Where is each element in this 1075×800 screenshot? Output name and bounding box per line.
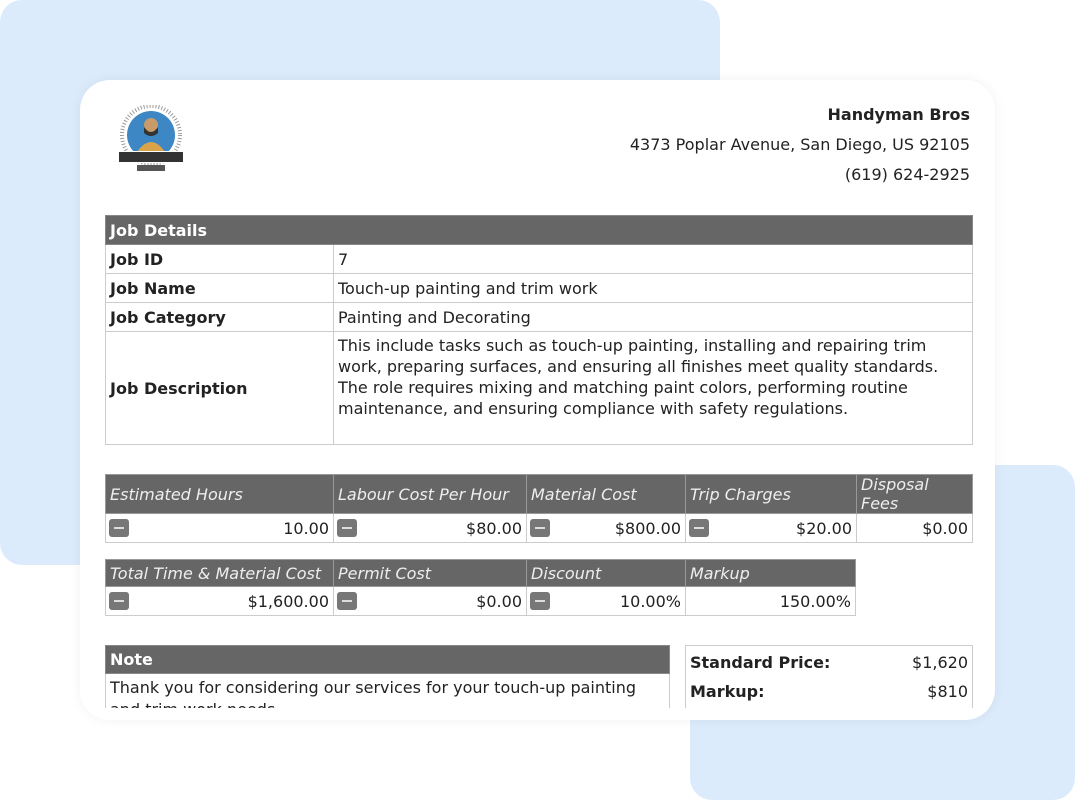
row-value: This include tasks such as touch-up pain… — [333, 331, 973, 445]
row-label: Job Name — [105, 273, 334, 303]
disposal-fees-value: $0.00 — [856, 513, 973, 543]
col-header: Disposal Fees — [856, 474, 973, 514]
col-header: Total Time & Material Cost — [105, 559, 334, 587]
job-details-table: Job Details Job ID 7 Job Name Touch-up pai… — [105, 215, 973, 445]
row-label: Job Category — [105, 302, 334, 332]
note-table: Note Thank you for considering our servi… — [105, 645, 670, 708]
table-row: Job ID 7 — [105, 244, 973, 274]
estimated-hours-field[interactable]: 10.00 — [105, 513, 334, 543]
table-row: Job Description This include tasks such a… — [105, 331, 973, 445]
cost-table-1: Estimated Hours Labour Cost Per Hour Mat… — [105, 474, 973, 543]
minus-icon[interactable] — [337, 519, 357, 537]
table-row: Job Category Painting and Decorating — [105, 302, 973, 332]
job-details-header: Job Details — [105, 215, 973, 245]
estimate-card: Handyman Bros 4373 Poplar Avenue, San Di… — [80, 80, 995, 720]
minus-icon[interactable] — [109, 592, 129, 610]
col-header: Trip Charges — [685, 474, 857, 514]
table-row: Job Name Touch-up painting and trim work — [105, 273, 973, 303]
price-value: $810 — [927, 682, 968, 701]
row-label: Job Description — [105, 331, 334, 445]
minus-icon[interactable] — [530, 592, 550, 610]
minus-icon[interactable] — [689, 519, 709, 537]
price-label: Markup: — [690, 682, 765, 701]
material-cost-field[interactable]: $800.00 — [526, 513, 686, 543]
col-header: Markup — [685, 559, 856, 587]
row-value: 7 — [333, 244, 973, 274]
note-text: Thank you for considering our services f… — [105, 673, 670, 708]
company-address: 4373 Poplar Avenue, San Diego, US 92105 — [629, 135, 970, 154]
total-cost-field[interactable]: $1,600.00 — [105, 586, 334, 616]
minus-icon[interactable] — [530, 519, 550, 537]
row-label: Job ID — [105, 244, 334, 274]
company-phone: (619) 624-2925 — [844, 165, 970, 184]
discount-field[interactable]: 10.00% — [526, 586, 686, 616]
col-header: Estimated Hours — [105, 474, 334, 514]
minus-icon[interactable] — [337, 592, 357, 610]
price-value: $1,620 — [912, 653, 968, 672]
price-label: Standard Price: — [690, 653, 831, 672]
company-logo — [119, 105, 183, 171]
note-header: Note — [105, 645, 670, 674]
col-header: Material Cost — [526, 474, 686, 514]
price-summary: Standard Price: $1,620 Markup: $810 — [685, 645, 973, 708]
labour-cost-field[interactable]: $80.00 — [333, 513, 527, 543]
permit-cost-field[interactable]: $0.00 — [333, 586, 527, 616]
row-value: Touch-up painting and trim work — [333, 273, 973, 303]
row-value: Painting and Decorating — [333, 302, 973, 332]
col-header: Labour Cost Per Hour — [333, 474, 527, 514]
trip-charges-field[interactable]: $20.00 — [685, 513, 857, 543]
markup-value: 150.00% — [685, 586, 856, 616]
company-name: Handyman Bros — [827, 105, 971, 124]
cost-table-2: Total Time & Material Cost Permit Cost D… — [105, 559, 856, 616]
col-header: Discount — [526, 559, 686, 587]
col-header: Permit Cost — [333, 559, 527, 587]
minus-icon[interactable] — [109, 519, 129, 537]
